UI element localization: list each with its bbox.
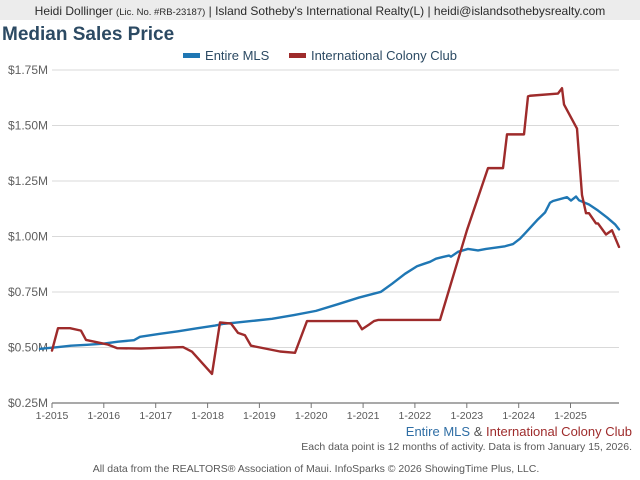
svg-text:1-2025: 1-2025 (554, 410, 587, 422)
svg-text:$1.00M: $1.00M (8, 230, 48, 244)
svg-text:1-2021: 1-2021 (347, 410, 380, 422)
svg-text:1-2024: 1-2024 (502, 410, 535, 422)
svg-text:1-2016: 1-2016 (87, 410, 120, 422)
svg-text:$0.25M: $0.25M (8, 396, 48, 410)
svg-text:1-2015: 1-2015 (36, 410, 69, 422)
svg-text:1-2018: 1-2018 (191, 410, 224, 422)
svg-text:$1.75M: $1.75M (8, 63, 48, 77)
svg-text:$0.75M: $0.75M (8, 285, 48, 299)
svg-text:1-2022: 1-2022 (399, 410, 432, 422)
svg-text:$1.25M: $1.25M (8, 174, 48, 188)
svg-text:$1.50M: $1.50M (8, 119, 48, 133)
svg-text:1-2023: 1-2023 (450, 410, 483, 422)
svg-text:1-2019: 1-2019 (243, 410, 276, 422)
svg-text:1-2020: 1-2020 (295, 410, 328, 422)
svg-text:1-2017: 1-2017 (139, 410, 172, 422)
